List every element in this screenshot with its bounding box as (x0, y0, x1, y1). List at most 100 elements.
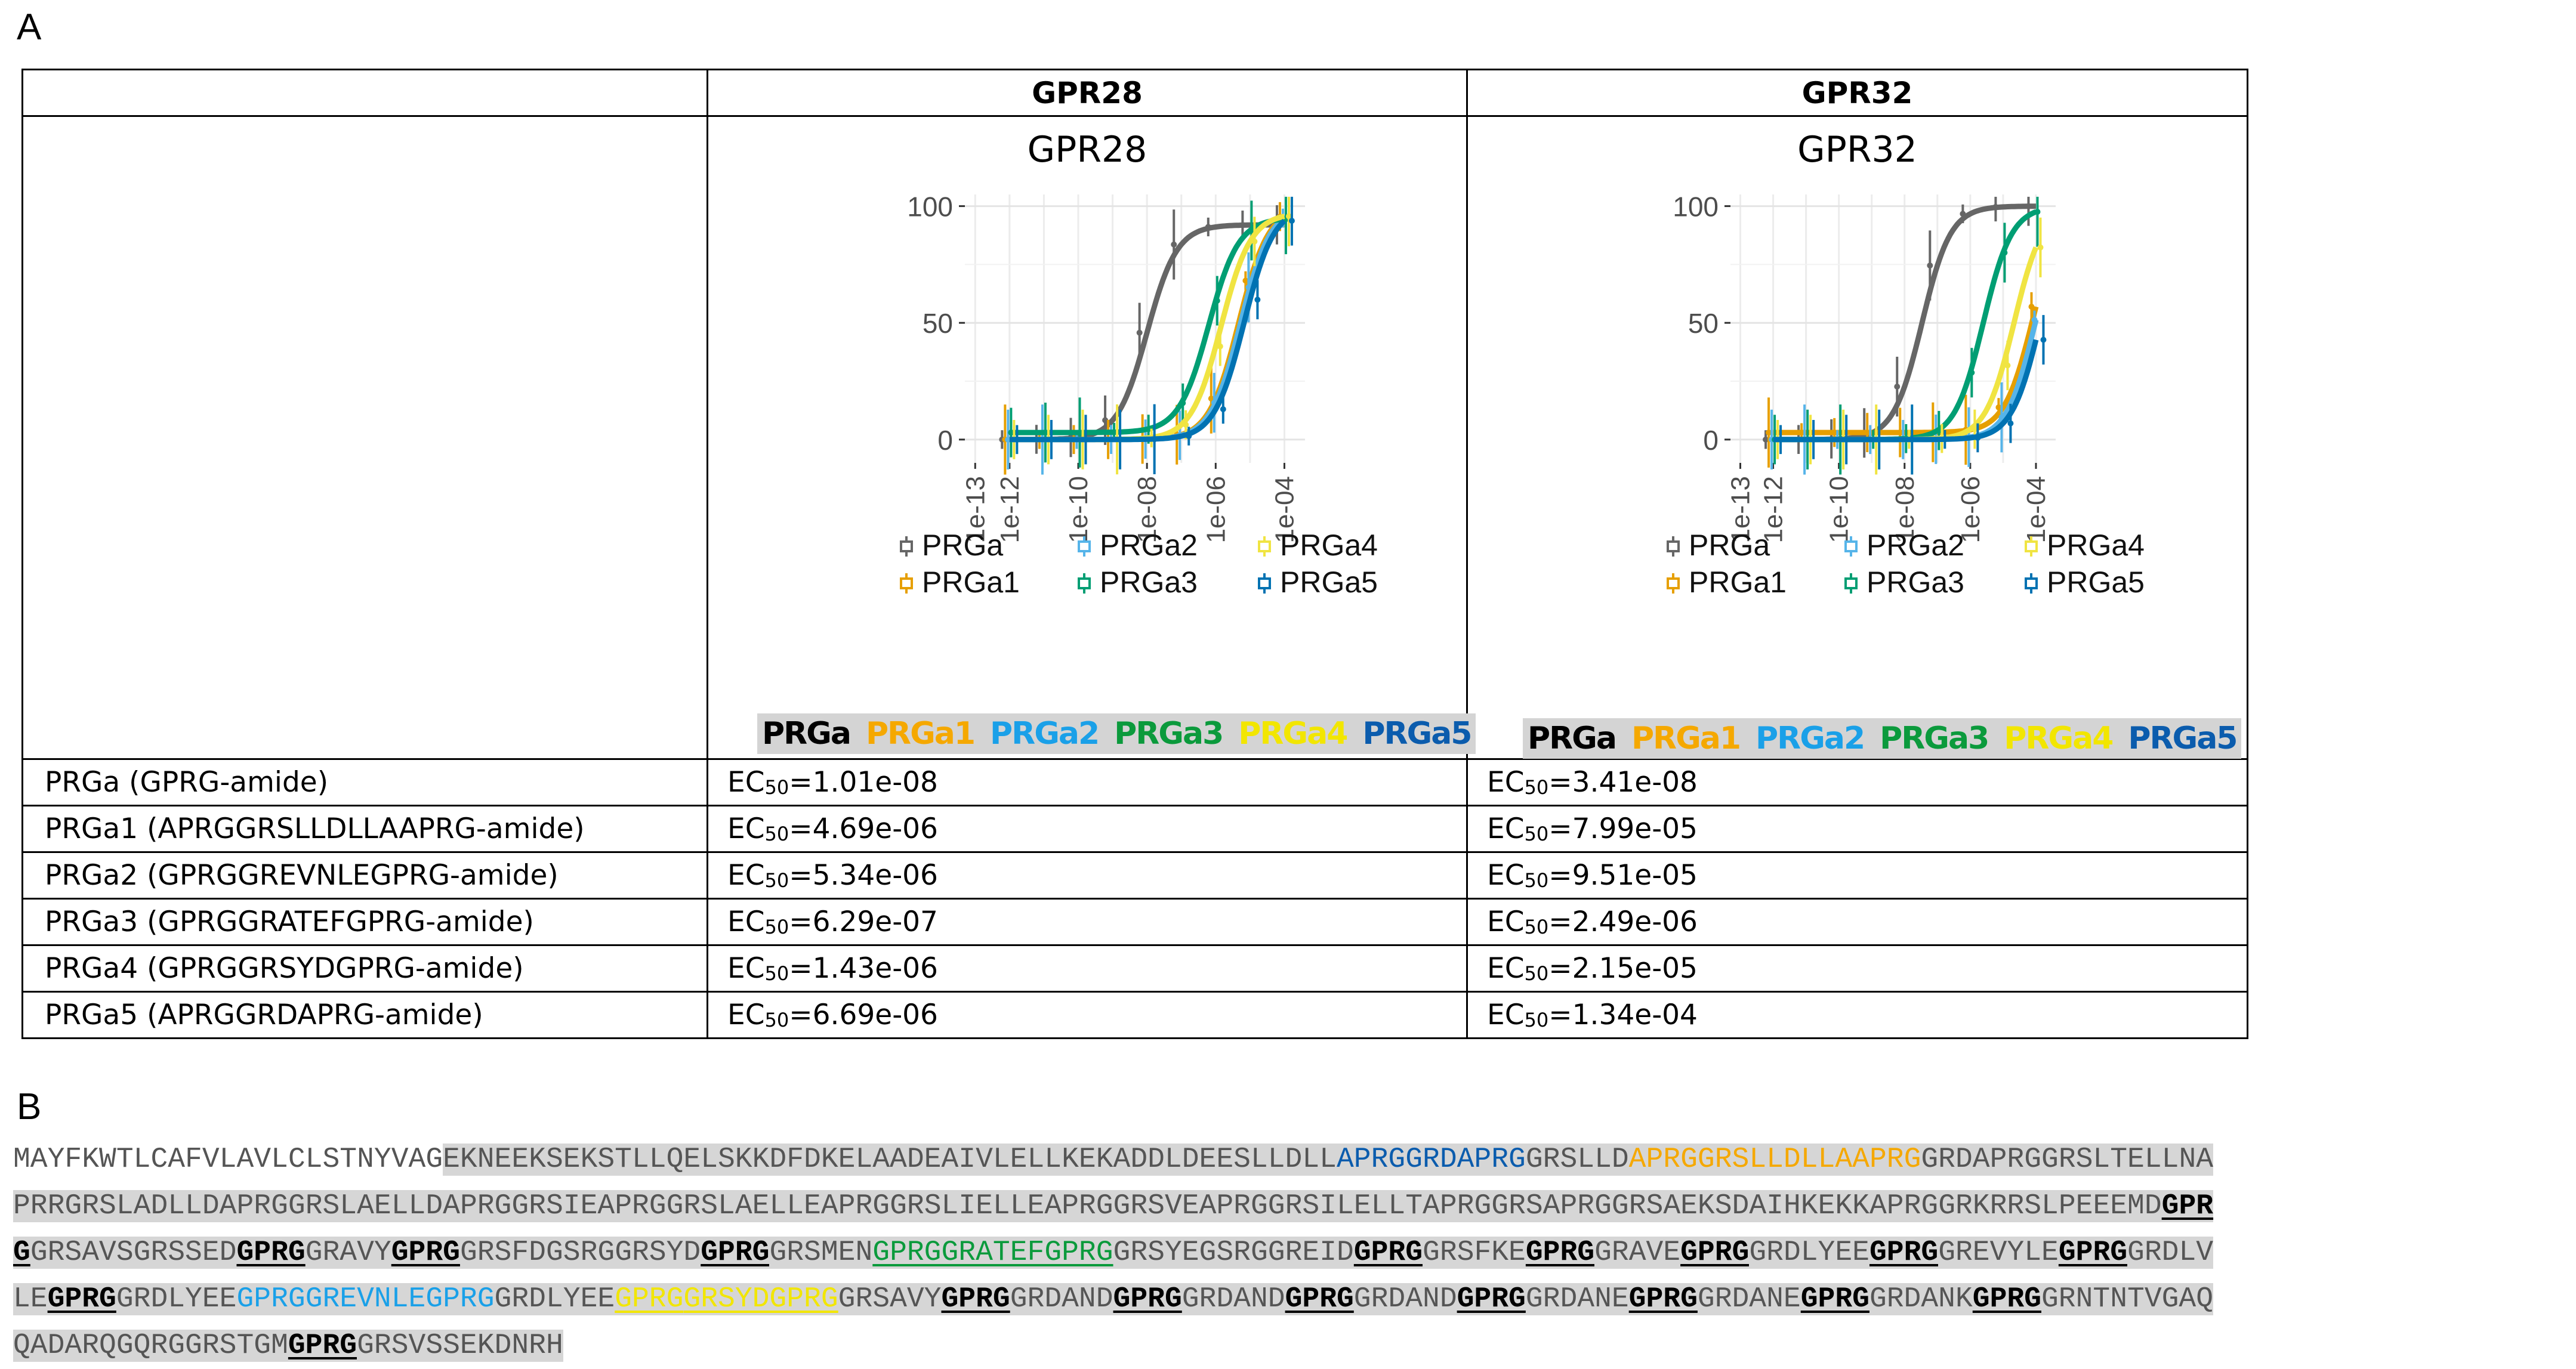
y-tick-label: 0 (1703, 425, 1719, 456)
sequence-segment: GPRG (236, 1283, 306, 1315)
sequence-segment: DAND (1044, 1283, 1113, 1315)
ec50-number: 1.01e-08 (812, 766, 938, 799)
sequence-segment: GR (1267, 1237, 1303, 1269)
legend-bar-item-prga: PRGa (762, 716, 852, 752)
table-row: PRGa5 (APRGGRDAPRG-amide) EC50=6.69e-06 EC… (21, 991, 2248, 1039)
chart-cell-gpr28: GPR28 0 50 100 1e-13 1e-12 1e-10 1e-08 1e-06 1e-… (707, 115, 1476, 760)
sequence-segment: SLTELLNA (2075, 1144, 2214, 1176)
ec50-value-gpr32: EC50=1.34e-04 (1466, 991, 2248, 1039)
sequence-segment: SLADLLDAPRG (99, 1190, 288, 1222)
ec50-value-gpr32: EC50=7.99e-05 (1466, 805, 2248, 853)
sequence-segment: GR (305, 1237, 340, 1269)
sequence-segment: GR (64, 1190, 100, 1222)
point-prga3 (1936, 427, 1942, 434)
sequence-segment: R (1423, 1144, 1440, 1176)
x-tick-label: 1e-12 (995, 476, 1025, 543)
sequence-segment: LE (13, 1283, 48, 1315)
legend-key-box (1258, 577, 1271, 589)
legend-label-prga: PRGa (1689, 529, 1770, 562)
legend-key-box (1667, 577, 1680, 589)
x-tick-label: 1e-08 (1890, 476, 1920, 543)
legend-bar-item-prga1: PRGa1 (1631, 721, 1741, 756)
ec50-value-gpr28: EC50=4.69e-06 (707, 805, 1468, 853)
sequence-segment: GPRG (1869, 1237, 1939, 1269)
sequence-segment: DLYEE (150, 1283, 237, 1315)
x-tick-label: 1e-13 (1726, 476, 1756, 543)
sequence-segment: GR (769, 1237, 804, 1269)
ec50-value-gpr28: EC50=1.01e-08 (707, 758, 1468, 806)
peptide-name: PRGa3 (GPRGGRATEFGPRG-amide) (21, 898, 708, 946)
sequence-segment: SLLD (1560, 1144, 1629, 1176)
x-tick-label: 1e-13 (961, 476, 990, 543)
point-prga5 (1909, 436, 1915, 443)
sequence-segment: GPRG (1680, 1237, 1750, 1269)
point-prga1 (1242, 277, 1249, 284)
sequence-segment: SILELLTAPRG (1302, 1190, 1492, 1222)
chart-title-gpr32: GPR32 (1797, 129, 1917, 171)
sequence-segment: GPRG (1972, 1283, 2041, 1315)
sequence-segment: GR (1697, 1283, 1732, 1315)
chart-row: GPR28 0 50 100 1e-13 1e-12 1e-10 1e-08 1e-06 1e-… (21, 115, 2248, 760)
x-tick-label: 1e-12 (1759, 476, 1788, 543)
x-tick-label: 1e-10 (1064, 476, 1093, 543)
sequence-segment: SAVS (64, 1237, 134, 1269)
sequence-segment: GPRGGRATEFGPRG (872, 1237, 1113, 1269)
point-prga (1894, 384, 1901, 390)
sequence-segment: GPRG (941, 1283, 1010, 1315)
point-prga5 (1254, 296, 1261, 303)
x-tick-label: 1e-04 (2022, 476, 2051, 543)
point-prga3 (1969, 369, 1975, 376)
table-row: PRGa1 (APRGGRSLLDLLAAPRG-amide) EC50=4.69… (21, 805, 2248, 853)
sequence-segment: KRRSLPEEEMD (1972, 1190, 2162, 1222)
ec50-value-gpr28: EC50=6.29e-07 (707, 898, 1468, 946)
table-row: PRGa3 (GPRGGRATEFGPRG-amide) EC50=6.29e-0… (21, 898, 2248, 946)
legend-key-box (1844, 540, 1858, 552)
point-prga3 (2001, 249, 2008, 256)
ec50-number: 2.15e-05 (1572, 952, 1698, 985)
point-prga (1763, 436, 1769, 443)
y-tick-label: 50 (1688, 308, 1719, 339)
sequence-line: LEGPRGGRDLYEEGPRGGREVNLEGPRGGRDLYEEGPRGG… (13, 1276, 2245, 1322)
point-prga4 (1972, 426, 1978, 432)
legend-bar-item-prga3: PRGa3 (1114, 716, 1224, 752)
sequence-segment: GR (2041, 1144, 2076, 1176)
point-prga5 (1048, 436, 1054, 443)
point-prga4 (2004, 362, 2011, 369)
table-row: PRGa4 (GPRGGRSYDGPRG-amide) EC50=1.43e-06… (21, 944, 2248, 993)
x-tick-label: 1e-10 (1825, 476, 1854, 543)
point-prga5 (2040, 336, 2047, 343)
legend-key-box (1667, 540, 1680, 552)
sequence-segment: SFKE (1457, 1237, 1526, 1269)
legend-bar-item-prga5: PRGa5 (2128, 721, 2238, 756)
sequence-segment: DANK (1904, 1283, 1973, 1315)
legend-label-prga5: PRGa5 (2047, 565, 2145, 599)
sequence-segment: GR (494, 1283, 529, 1315)
peptide-name: PRGa (GPRG-amide) (21, 758, 708, 806)
sequence-segment: GR (288, 1190, 323, 1222)
sequence-line: PRRGRSLADLLDAPRGGRSLAELLDAPRGGRSIEAPRGGR… (13, 1183, 2245, 1229)
sequence-segment: SLAELLEAPRG (701, 1190, 890, 1222)
sequence-segment: GPRG (236, 1237, 306, 1269)
point-prga3 (1145, 426, 1152, 432)
sequence-segment: DAND (1216, 1283, 1285, 1315)
sequence-segment: GR (1594, 1237, 1629, 1269)
sequence-segment: GR (666, 1190, 701, 1222)
sequence-segment: GR (1113, 1190, 1148, 1222)
sequence-segment: AVE (1628, 1237, 1681, 1269)
point-prga4 (1285, 213, 1292, 220)
legend-bar-item-prga2: PRGa2 (1756, 721, 1865, 756)
point-prga5 (1117, 436, 1124, 443)
point-prga5 (1220, 406, 1226, 412)
sequence-segment: GPRG (1353, 1237, 1423, 1269)
curve-prga5 (1009, 218, 1287, 443)
point-prga (1239, 222, 1246, 228)
legend-label-prga: PRGa (922, 529, 1003, 562)
sequence-segment: GPRG (1457, 1283, 1526, 1315)
table-row: PRGa (GPRG-amide) EC50=1.01e-08 EC50=3.41e… (21, 758, 2248, 806)
sequence-segment: GR (1525, 1144, 1560, 1176)
legend-label-prga5: PRGa5 (1280, 565, 1378, 599)
sequence-line: QADARQGQRGGRSTGMGPRGGRSVSSEKDNRH (13, 1322, 2245, 1369)
point-prga (1136, 329, 1143, 336)
legend-bar-item-prga2: PRGa2 (990, 716, 1100, 752)
